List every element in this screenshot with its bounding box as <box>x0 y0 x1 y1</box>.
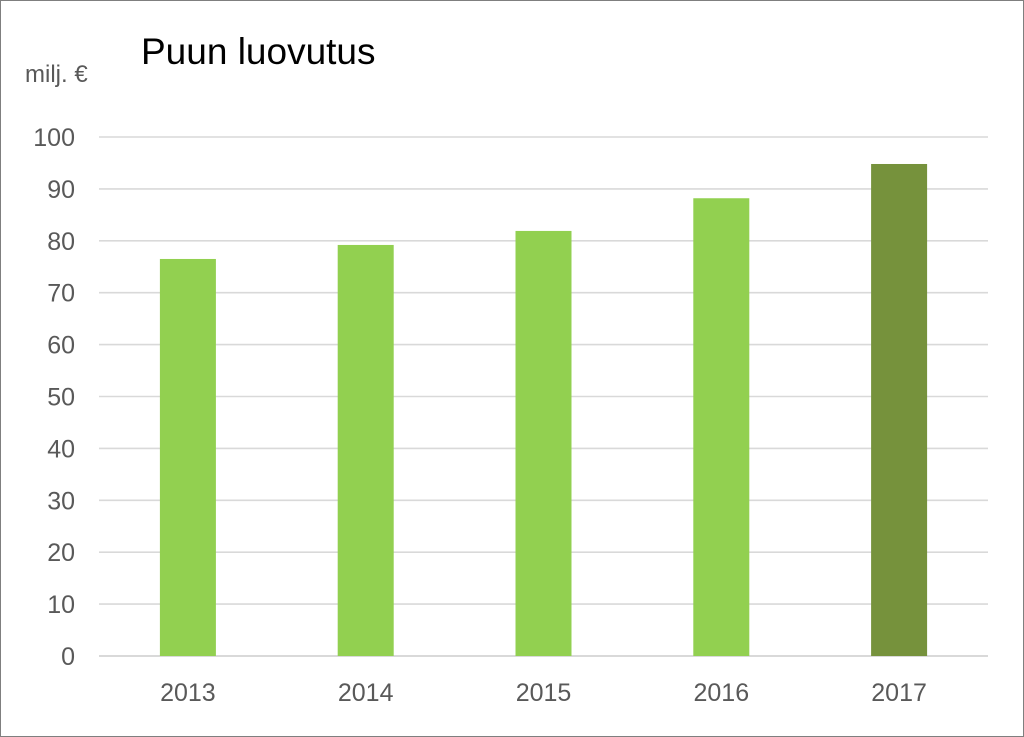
x-tick-label: 2014 <box>338 679 394 707</box>
bar-2015 <box>515 230 572 656</box>
y-tick-label: 80 <box>47 228 75 256</box>
y-tick-label: 0 <box>61 643 75 671</box>
y-tick-label: 40 <box>47 435 75 463</box>
chart-title: Puun luovutus <box>141 31 376 72</box>
x-tick-label: 2016 <box>693 679 749 707</box>
bar-2017 <box>871 163 928 656</box>
x-tick-label: 2015 <box>516 679 572 707</box>
y-tick-label: 90 <box>47 176 75 204</box>
y-tick-label: 70 <box>47 280 75 308</box>
y-tick-label: 20 <box>47 539 75 567</box>
y-axis-unit-label: milj. € <box>25 61 88 88</box>
x-tick-label: 2013 <box>160 679 216 707</box>
y-tick-label: 100 <box>33 124 75 152</box>
y-tick-label: 10 <box>47 591 75 619</box>
bar-2014 <box>337 244 394 656</box>
bar-2016 <box>693 198 750 656</box>
y-tick-label: 30 <box>47 487 75 515</box>
bar-2013 <box>159 258 216 656</box>
y-tick-label: 50 <box>47 384 75 412</box>
x-tick-label: 2017 <box>871 679 927 707</box>
y-tick-label: 60 <box>47 332 75 360</box>
